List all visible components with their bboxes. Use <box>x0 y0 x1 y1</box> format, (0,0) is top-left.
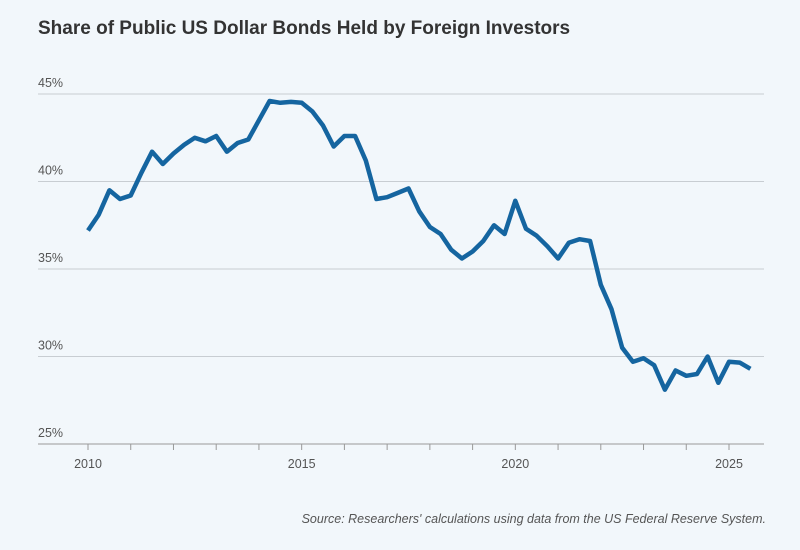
x-axis <box>38 443 764 450</box>
x-tick-label: 2020 <box>501 457 529 471</box>
y-axis-tick-labels: 45% 40% 35% 30% 25% <box>38 76 63 440</box>
source-note: Source: Researchers' calculations using … <box>301 512 766 526</box>
y-tick-label: 40% <box>38 164 63 178</box>
chart-title: Share of Public US Dollar Bonds Held by … <box>38 18 571 39</box>
series-line <box>86 98 752 392</box>
x-tick-label: 2025 <box>715 457 743 471</box>
y-tick-label: 25% <box>38 426 63 440</box>
gridlines <box>38 93 764 357</box>
x-tick-label: 2015 <box>288 457 316 471</box>
y-tick-label: 30% <box>38 339 63 353</box>
x-axis-tick-labels: 2010 2015 2020 2025 <box>74 457 743 471</box>
x-tick-label: 2010 <box>74 457 102 471</box>
y-tick-label: 35% <box>38 251 63 265</box>
series <box>86 98 752 392</box>
y-tick-label: 45% <box>38 76 63 90</box>
